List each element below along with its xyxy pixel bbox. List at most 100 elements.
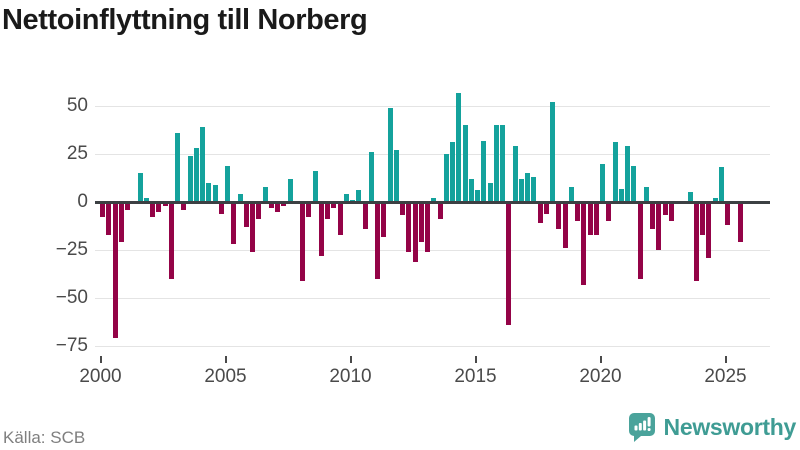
bar-2021-Q3 bbox=[637, 202, 643, 279]
bar-2009-Q2 bbox=[331, 202, 337, 208]
bar-2001-Q3 bbox=[137, 173, 143, 202]
bar-2002-Q2 bbox=[156, 202, 162, 212]
bar-2013-Q2 bbox=[431, 198, 437, 202]
bar-2017-Q4 bbox=[543, 202, 549, 214]
bar-2022-Q1 bbox=[650, 202, 655, 229]
bar-2022-Q2 bbox=[656, 202, 662, 250]
bar-2016-Q4 bbox=[518, 178, 524, 202]
bar-2008-Q3 bbox=[312, 171, 318, 202]
brand-name: Newsworthy bbox=[663, 413, 797, 440]
bar-2014-Q4 bbox=[468, 178, 474, 202]
bar-2021-Q4 bbox=[643, 186, 649, 202]
bar-2023-Q3 bbox=[687, 192, 693, 202]
bar-2021-Q2 bbox=[631, 165, 637, 202]
bar-2005-Q1 bbox=[225, 165, 230, 202]
y-tick-label--25: −25 bbox=[55, 239, 88, 260]
bar-2015-Q3 bbox=[487, 182, 493, 202]
bar-2017-Q1 bbox=[525, 173, 530, 202]
y-tick-label--75: −75 bbox=[55, 335, 88, 356]
bar-2016-Q3 bbox=[512, 146, 518, 202]
bar-2006-Q1 bbox=[250, 202, 255, 252]
bar-2024-Q4 bbox=[718, 167, 724, 202]
bar-2007-Q2 bbox=[281, 202, 287, 206]
bar-2015-Q4 bbox=[493, 125, 499, 202]
bar-2000-Q3 bbox=[112, 202, 118, 339]
gridline--25 bbox=[95, 250, 770, 251]
bar-2004-Q1 bbox=[200, 127, 205, 202]
y-tick-label-25: 25 bbox=[66, 143, 88, 164]
bar-2019-Q2 bbox=[581, 202, 587, 285]
gridline-50 bbox=[95, 106, 770, 107]
bar-2011-Q2 bbox=[381, 202, 387, 237]
x-tick-2025 bbox=[724, 356, 727, 363]
bar-2019-Q3 bbox=[587, 202, 593, 235]
bar-2004-Q3 bbox=[212, 184, 218, 202]
bar-2013-Q4 bbox=[443, 154, 449, 202]
y-tick-label--50: −50 bbox=[55, 287, 88, 308]
bar-2005-Q3 bbox=[237, 194, 243, 202]
bar-2003-Q4 bbox=[193, 148, 199, 202]
bar-2007-Q1 bbox=[275, 202, 280, 212]
bar-2003-Q3 bbox=[187, 155, 193, 202]
x-tick-2000 bbox=[99, 356, 102, 363]
x-tick-label-2025: 2025 bbox=[704, 366, 747, 387]
x-tick-label-2000: 2000 bbox=[79, 366, 122, 387]
bar-2018-Q2 bbox=[556, 202, 562, 229]
zero-axis-line bbox=[95, 200, 770, 204]
x-tick-label-2005: 2005 bbox=[204, 366, 247, 387]
bar-2013-Q1 bbox=[425, 202, 430, 252]
x-tick-label-2010: 2010 bbox=[329, 366, 372, 387]
chart-title: Nettoinflyttning till Norberg bbox=[2, 4, 368, 36]
bar-2021-Q1 bbox=[625, 146, 630, 202]
bar-2000-Q4 bbox=[118, 202, 124, 243]
bar-2008-Q1 bbox=[300, 202, 305, 281]
bar-2015-Q1 bbox=[475, 190, 480, 202]
bar-2016-Q1 bbox=[500, 125, 505, 202]
bar-2009-Q1 bbox=[325, 202, 330, 220]
bar-2001-Q1 bbox=[125, 202, 130, 210]
bar-2012-Q1 bbox=[400, 202, 405, 216]
bar-2010-Q3 bbox=[362, 202, 368, 229]
bar-2022-Q3 bbox=[662, 202, 668, 216]
bar-2003-Q2 bbox=[181, 202, 187, 210]
bar-2013-Q3 bbox=[437, 202, 443, 220]
newsworthy-bubble-icon bbox=[628, 413, 655, 442]
bar-2005-Q4 bbox=[243, 202, 249, 227]
bar-2003-Q1 bbox=[175, 132, 180, 202]
bar-2016-Q2 bbox=[506, 202, 512, 325]
x-tick-2015 bbox=[474, 356, 477, 363]
bar-2012-Q4 bbox=[418, 202, 424, 243]
bar-2006-Q3 bbox=[262, 186, 268, 202]
bar-2002-Q3 bbox=[162, 202, 168, 206]
bar-2002-Q4 bbox=[168, 202, 174, 279]
bar-2014-Q1 bbox=[450, 142, 455, 202]
bar-2000-Q2 bbox=[106, 202, 112, 235]
bar-2006-Q4 bbox=[268, 202, 274, 208]
bar-2009-Q4 bbox=[343, 194, 349, 202]
bar-2012-Q2 bbox=[406, 202, 412, 252]
bar-2024-Q1 bbox=[700, 202, 705, 235]
bar-2025-Q1 bbox=[725, 202, 730, 226]
newsworthy-logo[interactable]: Newsworthy bbox=[628, 412, 796, 442]
bar-2020-Q4 bbox=[618, 188, 624, 202]
bar-2007-Q3 bbox=[287, 178, 293, 202]
x-tick-label-2020: 2020 bbox=[579, 366, 622, 387]
bar-2025-Q3 bbox=[737, 202, 743, 243]
bar-2002-Q1 bbox=[150, 202, 155, 218]
bar-2018-Q4 bbox=[568, 186, 574, 202]
bar-2001-Q4 bbox=[143, 198, 149, 202]
x-tick-2020 bbox=[599, 356, 602, 363]
gridline-25 bbox=[95, 154, 770, 155]
bar-2004-Q4 bbox=[218, 202, 224, 214]
bar-2010-Q4 bbox=[368, 152, 374, 202]
bar-2024-Q2 bbox=[706, 202, 712, 258]
y-tick-label-0: 0 bbox=[77, 191, 88, 212]
bar-2006-Q2 bbox=[256, 202, 262, 220]
bar-2012-Q3 bbox=[412, 202, 418, 262]
bar-2020-Q3 bbox=[612, 142, 618, 202]
gridline--50 bbox=[95, 298, 770, 299]
bar-2011-Q3 bbox=[387, 107, 393, 202]
bar-2014-Q3 bbox=[462, 125, 468, 202]
